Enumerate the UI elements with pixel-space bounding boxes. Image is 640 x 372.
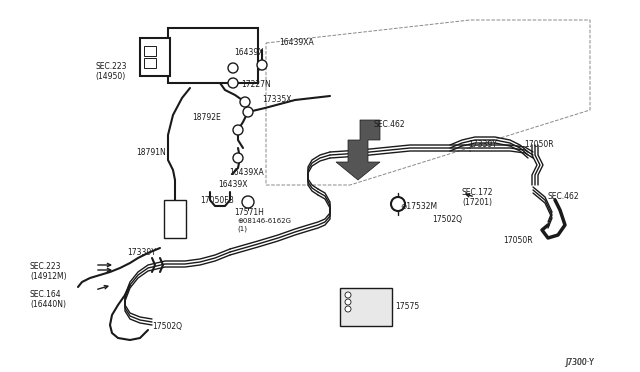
Text: ⊕08146-6162G
(1): ⊕08146-6162G (1) bbox=[237, 218, 291, 231]
Circle shape bbox=[233, 153, 243, 163]
Bar bbox=[340, 288, 392, 326]
Text: SEC.172
(17201): SEC.172 (17201) bbox=[462, 188, 493, 208]
Circle shape bbox=[345, 306, 351, 312]
Circle shape bbox=[228, 63, 238, 73]
Text: SEC.223
(14912M): SEC.223 (14912M) bbox=[30, 262, 67, 281]
Text: 16439XA: 16439XA bbox=[279, 38, 314, 47]
Circle shape bbox=[391, 197, 405, 211]
Bar bbox=[140, 38, 170, 76]
Text: 17502Q: 17502Q bbox=[152, 322, 182, 331]
Text: 18792E: 18792E bbox=[192, 113, 221, 122]
Text: 17227N: 17227N bbox=[241, 80, 271, 89]
Circle shape bbox=[345, 292, 351, 298]
Bar bbox=[164, 200, 186, 238]
Text: SEC.462: SEC.462 bbox=[373, 120, 404, 129]
Bar bbox=[144, 46, 156, 56]
Circle shape bbox=[243, 107, 253, 117]
Text: 18791N: 18791N bbox=[136, 148, 166, 157]
Circle shape bbox=[257, 60, 267, 70]
Text: 17050R: 17050R bbox=[524, 140, 554, 149]
Text: 17575: 17575 bbox=[395, 302, 419, 311]
Text: 17335X: 17335X bbox=[262, 95, 291, 104]
Bar bbox=[144, 58, 156, 68]
Circle shape bbox=[233, 125, 243, 135]
Text: 16439XA: 16439XA bbox=[229, 168, 264, 177]
Text: 17339Y: 17339Y bbox=[468, 140, 497, 149]
Text: SEC.223
(14950): SEC.223 (14950) bbox=[95, 62, 127, 81]
Text: 17571H: 17571H bbox=[234, 208, 264, 217]
Text: SEC.164
(16440N): SEC.164 (16440N) bbox=[30, 290, 66, 310]
Text: 17502Q: 17502Q bbox=[432, 215, 462, 224]
Circle shape bbox=[228, 78, 238, 88]
Text: 17339Y: 17339Y bbox=[127, 248, 156, 257]
Circle shape bbox=[242, 196, 254, 208]
Text: ⊕17532M: ⊕17532M bbox=[400, 202, 437, 211]
Text: J7300·Y: J7300·Y bbox=[565, 358, 594, 367]
Text: 16439X: 16439X bbox=[218, 180, 248, 189]
Bar bbox=[168, 28, 258, 83]
Text: 16439X: 16439X bbox=[234, 48, 264, 57]
Circle shape bbox=[240, 97, 250, 107]
Text: J7300·Y: J7300·Y bbox=[565, 358, 594, 367]
Text: SEC.462: SEC.462 bbox=[548, 192, 580, 201]
Circle shape bbox=[345, 299, 351, 305]
Text: 17050FB: 17050FB bbox=[200, 196, 234, 205]
Text: 17050R: 17050R bbox=[503, 236, 532, 245]
Polygon shape bbox=[336, 120, 380, 180]
